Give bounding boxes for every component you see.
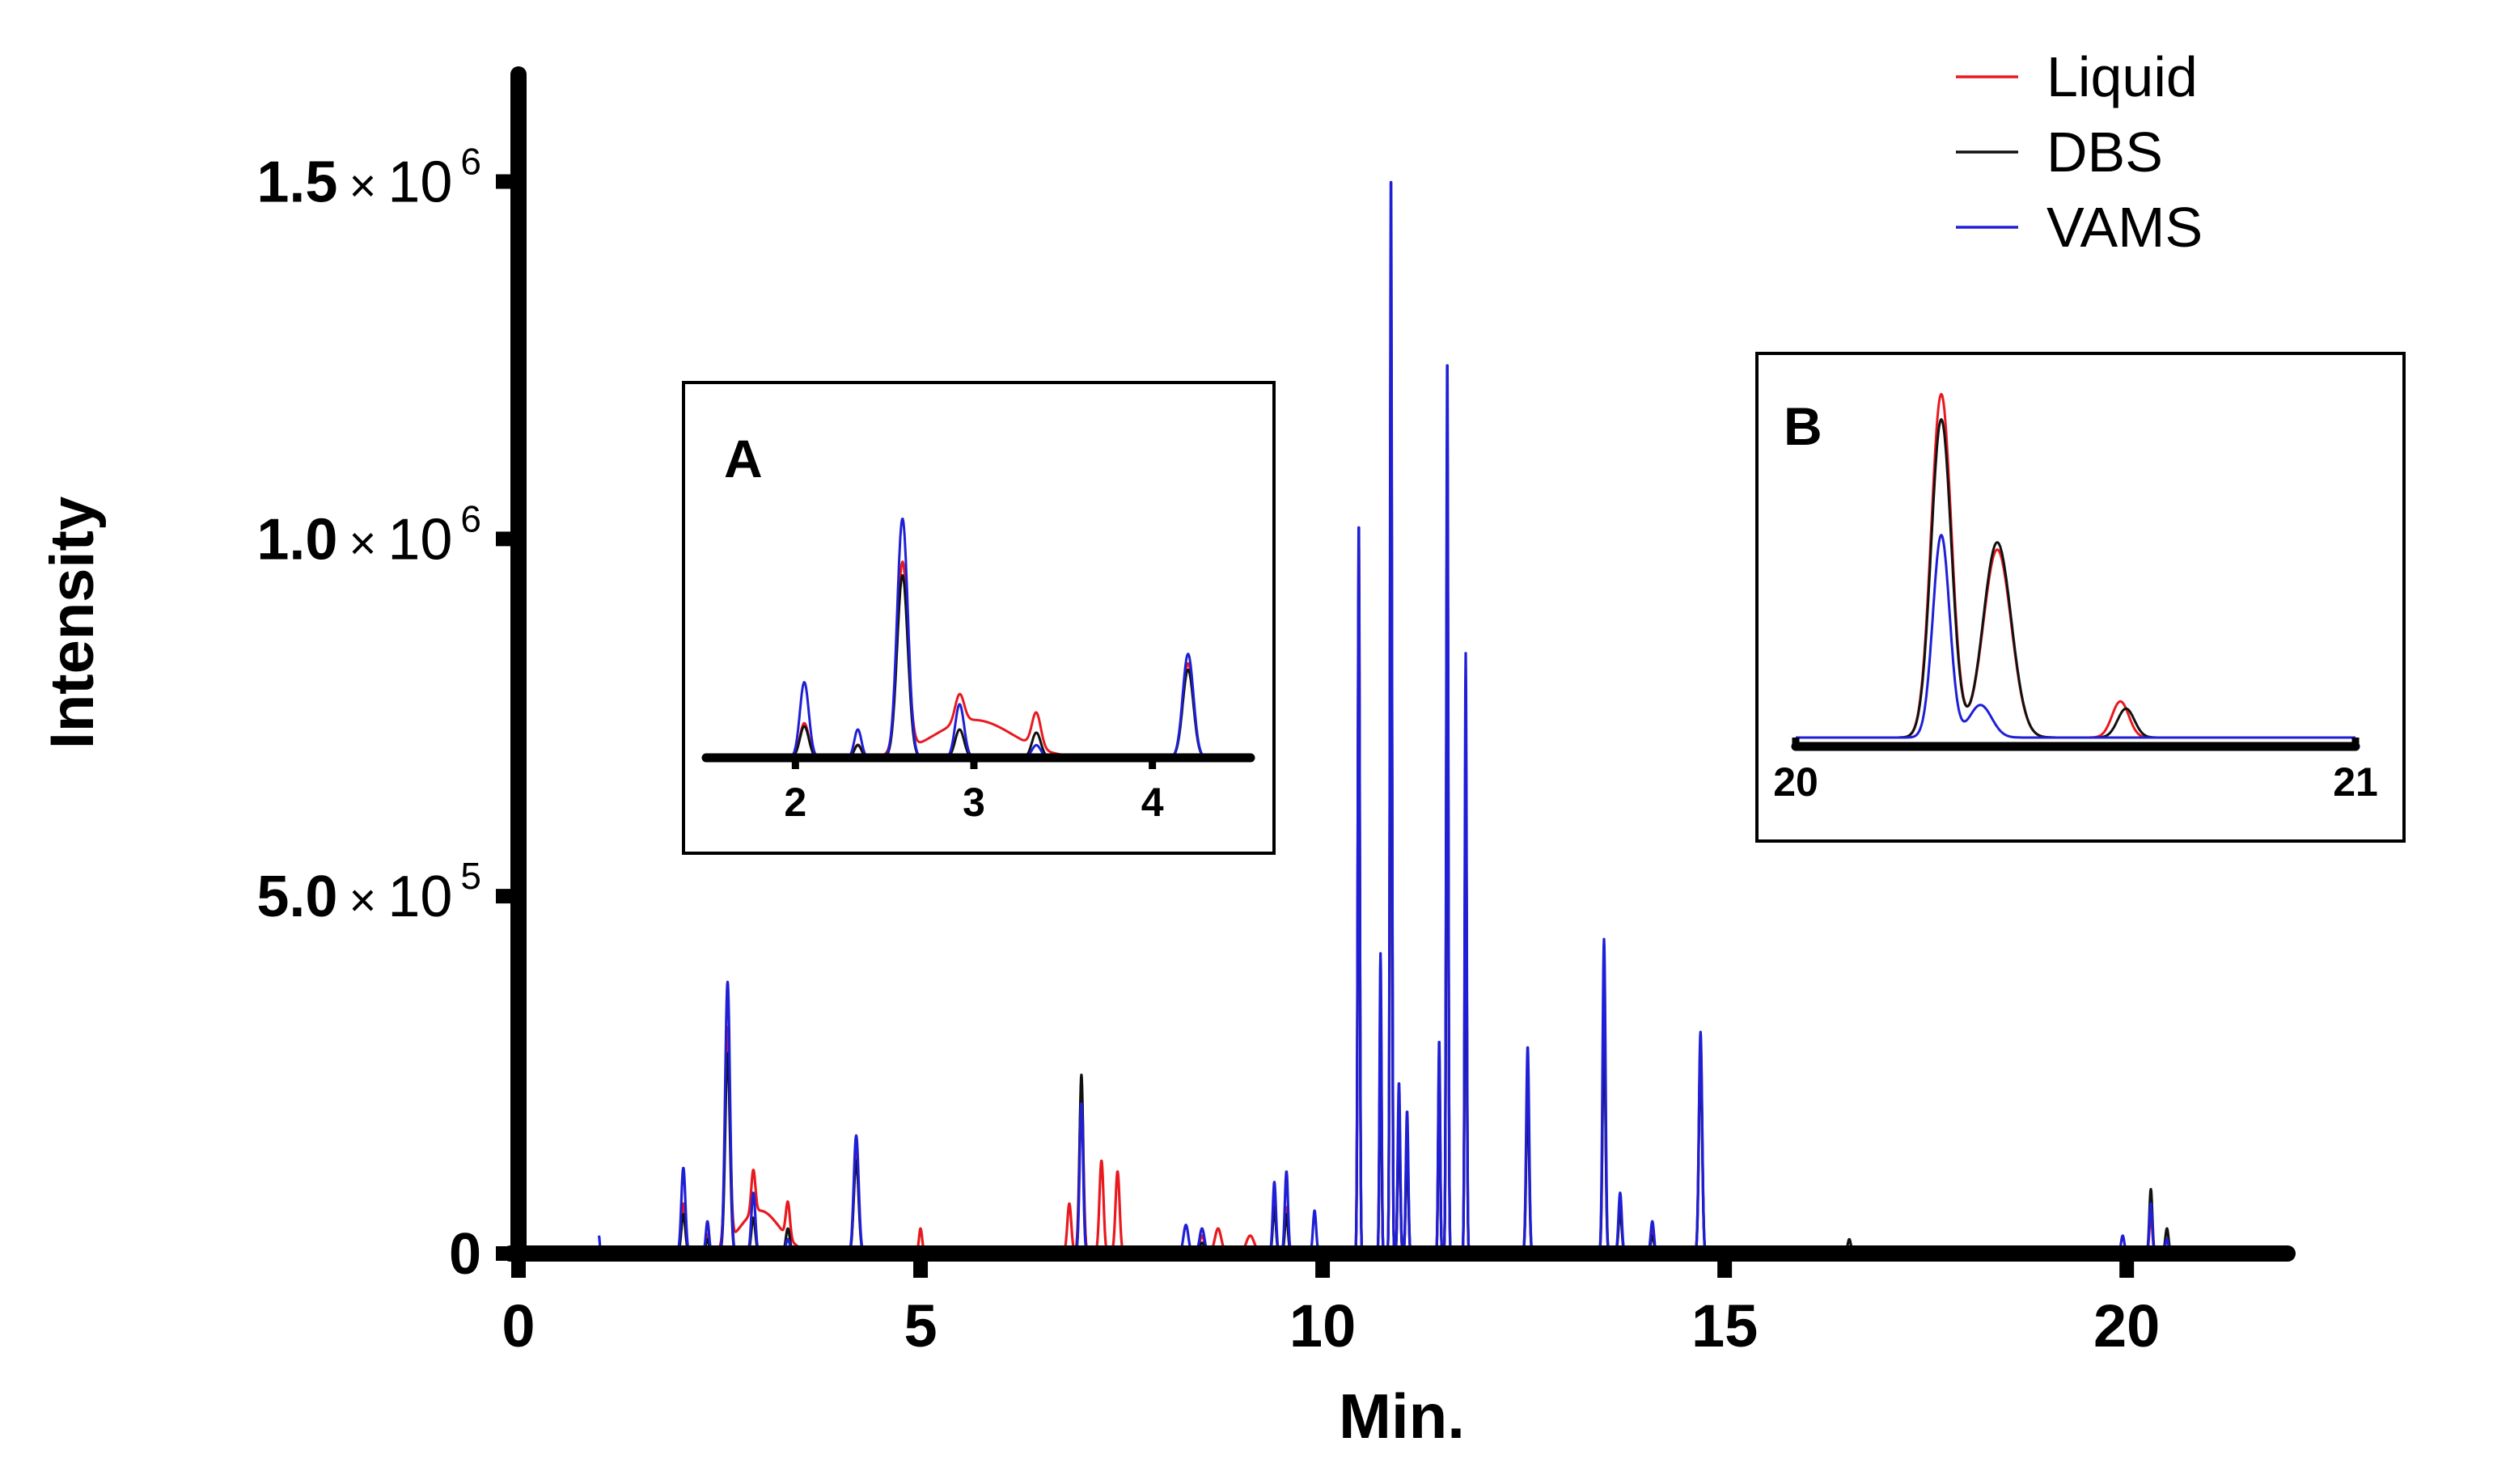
legend-label-dbs: DBS <box>2046 120 2163 184</box>
inset-x-tick-label: 3 <box>963 780 985 825</box>
y-tick-label: 1.0 × 10 6 <box>256 497 481 572</box>
inset-x-tick-label: 4 <box>1141 780 1164 825</box>
x-axis-ticks: 0 5 10 15 20 <box>502 1254 2160 1359</box>
y-tick-label: 1.5 × 10 6 <box>256 141 481 215</box>
inset-b-line-vams <box>1795 534 2356 739</box>
y-tick-mantissa: 0 <box>449 1222 481 1287</box>
y-axis-ticks: 05.0 × 10 51.0 × 10 61.5 × 10 6 <box>256 141 518 1287</box>
y-tick-exponent: 6 <box>460 497 481 539</box>
y-tick-base: 10 <box>387 150 452 215</box>
y-tick-exponent: 6 <box>460 141 481 183</box>
y-tick-label: 5.0 × 10 5 <box>256 855 481 929</box>
y-tick-mantissa: 1.0 <box>256 507 337 572</box>
inset-a: A 2 3 4 <box>682 381 1276 855</box>
y-tick-mantissa: 5.0 <box>256 865 337 929</box>
legend: Liquid DBS VAMS <box>1956 45 2203 259</box>
y-tick-exponent: 5 <box>460 855 481 897</box>
inset-b-series <box>1795 392 2356 739</box>
inset-a-frame <box>682 381 1276 855</box>
y-tick-times: × <box>349 517 376 569</box>
y-tick-base: 10 <box>387 865 452 929</box>
inset-b-frame <box>1755 352 2406 843</box>
inset-a-label: A <box>724 429 763 488</box>
x-tick-label: 5 <box>904 1292 937 1359</box>
inset-b-x-ticks: 20 21 <box>1773 738 2378 805</box>
x-tick-label: 20 <box>2093 1292 2160 1359</box>
y-tick-label: 0 <box>449 1222 481 1287</box>
inset-b: B 20 21 <box>1755 352 2406 843</box>
legend-label-vams: VAMS <box>2046 196 2203 259</box>
y-axis-label: Intensity <box>38 497 107 750</box>
legend-label-liquid: Liquid <box>2046 45 2198 108</box>
inset-b-label: B <box>1784 396 1822 456</box>
y-tick-mantissa: 1.5 <box>256 150 337 215</box>
inset-x-tick-label: 2 <box>784 780 806 825</box>
x-tick-label: 10 <box>1289 1292 1356 1359</box>
inset-a-x-ticks: 2 3 4 <box>784 758 1164 825</box>
y-tick-times: × <box>349 160 376 213</box>
x-axis-label: Min. <box>1339 1380 1465 1452</box>
y-tick-times: × <box>349 874 376 927</box>
x-tick-label: 0 <box>502 1292 535 1359</box>
x-tick-label: 15 <box>1691 1292 1758 1359</box>
inset-x-tick-label: 20 <box>1773 759 1818 805</box>
inset-x-tick-label: 21 <box>2333 759 2378 805</box>
y-tick-base: 10 <box>387 507 452 572</box>
